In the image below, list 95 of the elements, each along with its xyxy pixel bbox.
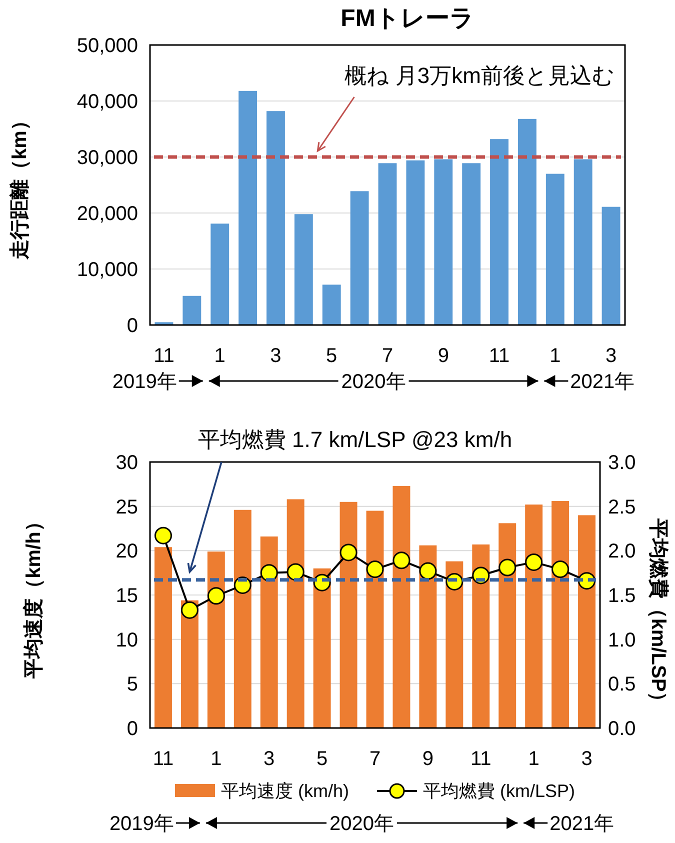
bar bbox=[490, 139, 508, 325]
y-tick-label: 30 bbox=[116, 452, 138, 474]
y-axis-title: 走行距離（km） bbox=[9, 110, 31, 260]
x-tick-label: 3 bbox=[270, 345, 282, 367]
bar bbox=[378, 163, 397, 325]
bar bbox=[602, 206, 620, 325]
legend-label: 平均燃費 (km/LSP) bbox=[423, 781, 576, 801]
bar bbox=[546, 174, 564, 325]
text: 2021年 bbox=[570, 371, 635, 393]
bar bbox=[419, 545, 437, 728]
x-tick-label: 11 bbox=[488, 345, 510, 367]
y-tick-label: 20 bbox=[116, 540, 138, 563]
bar bbox=[234, 510, 252, 728]
y2-axis-title: 平均燃費（km/LSP） bbox=[647, 517, 669, 712]
bar bbox=[518, 118, 536, 325]
point bbox=[207, 587, 225, 605]
x-tick-label: 5 bbox=[316, 748, 328, 770]
bar bbox=[446, 561, 464, 728]
chart-title: FMトレーラ bbox=[340, 5, 474, 32]
bar bbox=[294, 214, 313, 325]
bar bbox=[260, 536, 278, 728]
bar bbox=[350, 191, 369, 325]
bar bbox=[340, 502, 358, 728]
y-tick-label: 25 bbox=[116, 496, 138, 518]
bar bbox=[578, 515, 596, 728]
text: 2021年 bbox=[550, 813, 614, 835]
bar bbox=[498, 523, 516, 728]
bar bbox=[322, 284, 341, 325]
y2-tick-label: 0.0 bbox=[608, 718, 636, 740]
point bbox=[525, 553, 543, 571]
point bbox=[180, 601, 198, 619]
point bbox=[552, 560, 570, 578]
text: 2020年 bbox=[341, 371, 406, 393]
x-tick-label: 1 bbox=[528, 748, 540, 770]
x-tick-label: 7 bbox=[369, 748, 381, 770]
x-tick-label: 11 bbox=[152, 748, 174, 770]
y-tick-label: 15 bbox=[116, 585, 138, 607]
text: 2020年 bbox=[330, 813, 394, 835]
x-tick-label: 7 bbox=[382, 345, 394, 367]
y-tick-label: 10,000 bbox=[76, 259, 138, 281]
bar bbox=[392, 486, 410, 728]
bar bbox=[525, 504, 543, 728]
y2-tick-label: 3.0 bbox=[608, 452, 636, 474]
y-tick-label: 0 bbox=[126, 315, 138, 337]
point bbox=[392, 552, 410, 570]
annotation: 概ね 月3万km前後と見込む bbox=[344, 63, 615, 88]
y-tick-label: 5 bbox=[126, 674, 138, 696]
bar bbox=[313, 568, 331, 728]
bar bbox=[182, 296, 202, 325]
bar bbox=[238, 90, 258, 325]
bar bbox=[366, 510, 384, 728]
y2-tick-label: 1.0 bbox=[608, 629, 636, 652]
point bbox=[340, 544, 358, 562]
x-tick-label: 11 bbox=[154, 345, 174, 367]
point bbox=[419, 562, 437, 580]
y2-tick-label: 0.5 bbox=[608, 674, 636, 696]
bar bbox=[286, 499, 304, 728]
point bbox=[154, 526, 172, 544]
y2-tick-label: 1.5 bbox=[608, 585, 636, 607]
y-tick-label: 0 bbox=[126, 718, 138, 740]
x-tick-label: 9 bbox=[438, 345, 449, 367]
bar bbox=[266, 111, 285, 325]
text: 2019年 bbox=[112, 371, 177, 393]
bar bbox=[154, 547, 172, 728]
y-tick-label: 30,000 bbox=[76, 147, 138, 169]
point bbox=[286, 563, 304, 581]
bar bbox=[472, 544, 490, 728]
y2-tick-label: 2.5 bbox=[608, 496, 636, 518]
x-tick-label: 1 bbox=[550, 345, 561, 367]
bar bbox=[207, 552, 225, 728]
x-tick-label: 9 bbox=[422, 748, 434, 770]
y-axis-title: 平均速度（km/h） bbox=[22, 512, 45, 680]
y-tick-label: 40,000 bbox=[76, 91, 138, 113]
y2-tick-label: 2.0 bbox=[608, 540, 636, 563]
x-tick-label: 3 bbox=[605, 345, 617, 367]
bar bbox=[434, 159, 453, 325]
x-tick-label: 1 bbox=[210, 748, 222, 770]
text: 平均燃費 1.7 km/LSP @23 km/h bbox=[198, 427, 512, 452]
legend-label: 平均速度 (km/h) bbox=[221, 781, 349, 801]
bar bbox=[574, 159, 592, 325]
x-tick-label: 1 bbox=[214, 345, 226, 367]
y-tick-label: 20,000 bbox=[76, 203, 138, 225]
y-tick-label: 10 bbox=[116, 629, 138, 652]
point bbox=[366, 560, 384, 578]
x-tick-label: 3 bbox=[264, 748, 275, 770]
bar bbox=[462, 163, 481, 325]
bar bbox=[552, 501, 570, 728]
y-tick-label: 50,000 bbox=[76, 35, 138, 57]
x-tick-label: 5 bbox=[326, 345, 338, 367]
point bbox=[498, 558, 516, 576]
bar bbox=[406, 160, 425, 325]
x-tick-label: 11 bbox=[470, 748, 492, 770]
x-tick-label: 3 bbox=[581, 748, 592, 770]
bar bbox=[210, 224, 230, 325]
text: 2019年 bbox=[109, 813, 174, 835]
